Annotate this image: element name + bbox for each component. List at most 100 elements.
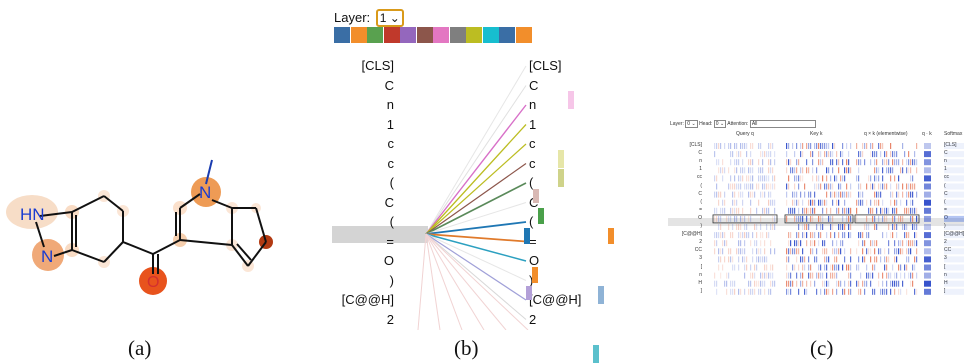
c-left-token[interactable]: n: [699, 158, 702, 165]
left-token[interactable]: (: [389, 214, 394, 229]
c-right-token[interactable]: ]: [944, 288, 945, 294]
vector-cell: [892, 191, 894, 198]
left-token[interactable]: 1: [386, 116, 394, 132]
head-swatch[interactable]: [416, 27, 433, 43]
head-swatch[interactable]: [334, 27, 350, 43]
right-token[interactable]: O: [529, 253, 540, 268]
left-token[interactable]: 2: [386, 311, 394, 327]
vector-cell: [888, 224, 890, 230]
left-token[interactable]: ): [389, 272, 394, 288]
left-token[interactable]: c: [387, 155, 395, 171]
head-swatch[interactable]: [433, 27, 449, 43]
c-right-token[interactable]: n: [944, 272, 947, 278]
vector-cell: [828, 183, 830, 190]
c-left-token[interactable]: C: [698, 150, 702, 157]
c-left-token[interactable]: 1: [699, 166, 702, 173]
head-swatch[interactable]: [515, 27, 532, 43]
c-left-token[interactable]: 3: [699, 255, 702, 262]
c-left-token[interactable]: (: [700, 182, 702, 189]
c-right-token[interactable]: H: [944, 280, 948, 286]
left-token[interactable]: O: [383, 253, 394, 268]
vector-cell: [832, 272, 834, 279]
c-right-token[interactable]: (: [944, 183, 946, 189]
c-left-token[interactable]: ): [700, 223, 702, 229]
c-right-token[interactable]: 2: [944, 239, 947, 245]
c-left-token[interactable]: (: [700, 198, 702, 205]
c-right-token[interactable]: =: [944, 207, 947, 213]
left-token[interactable]: n: [386, 97, 394, 112]
vector-cell: [826, 272, 828, 279]
left-token[interactable]: =: [386, 233, 394, 249]
head-swatch[interactable]: [482, 27, 499, 43]
right-token[interactable]: 2: [529, 311, 537, 327]
left-token[interactable]: [CLS]: [361, 58, 394, 73]
right-token[interactable]: 1: [529, 116, 537, 132]
vector-cell: [804, 256, 806, 263]
head-swatch[interactable]: [466, 27, 482, 43]
vector-cell: [796, 199, 798, 206]
c-right-token[interactable]: C: [944, 191, 948, 197]
c-left-token[interactable]: =: [699, 206, 702, 213]
c-left-token[interactable]: O: [698, 214, 702, 221]
c-right-token[interactable]: 3: [944, 255, 947, 261]
right-token[interactable]: ): [529, 273, 533, 288]
vector-cell: [892, 215, 894, 222]
c-left-token[interactable]: H: [698, 279, 702, 286]
c-left-token[interactable]: [C@@H]: [681, 231, 702, 238]
c-layer-select[interactable]: 0 ⌄: [685, 120, 698, 128]
right-token[interactable]: (: [529, 214, 534, 229]
c-left-token[interactable]: C: [698, 190, 702, 197]
right-token[interactable]: c: [529, 136, 536, 151]
right-token[interactable]: =: [529, 233, 537, 249]
left-token[interactable]: C: [384, 194, 394, 210]
c-left-token[interactable]: ]: [700, 287, 702, 294]
c-right-token[interactable]: CC: [944, 247, 951, 253]
head-swatch[interactable]: [367, 27, 383, 43]
left-token[interactable]: (: [389, 175, 394, 190]
c-right-token[interactable]: C: [944, 150, 948, 156]
head-swatch[interactable]: [383, 27, 400, 43]
right-token[interactable]: C: [529, 77, 539, 93]
c-left-token[interactable]: n: [699, 271, 702, 278]
vector-cell: [832, 199, 834, 206]
c-right-token[interactable]: (: [944, 199, 946, 205]
c-head-select[interactable]: 0 ⌄: [713, 120, 727, 128]
left-token[interactable]: C: [384, 77, 394, 93]
c-attention-select[interactable]: All: [749, 120, 816, 128]
left-token[interactable]: c: [387, 136, 395, 151]
head-swatch[interactable]: [449, 27, 466, 43]
c-right-token[interactable]: cc: [944, 174, 949, 180]
c-left-token[interactable]: cc: [697, 174, 702, 181]
c-right-token[interactable]: ): [944, 223, 946, 229]
c-left-token[interactable]: CC: [694, 247, 702, 254]
softmax-cell: [944, 143, 964, 149]
vector-cell: [792, 199, 794, 206]
head-swatch[interactable]: [400, 27, 416, 43]
vector-cell: [758, 288, 760, 295]
vector-cell: [890, 191, 892, 198]
layer-select[interactable]: 1 ⌄: [375, 9, 404, 27]
vector-cell: [762, 175, 764, 182]
c-right-token[interactable]: 1: [944, 166, 947, 172]
vector-cell: [914, 232, 916, 239]
vector-cell: [864, 143, 866, 149]
c-left-token[interactable]: 2: [699, 239, 702, 246]
c-right-token[interactable]: [C@@H]: [944, 231, 964, 237]
right-token[interactable]: (: [529, 175, 534, 190]
right-token[interactable]: c: [529, 155, 536, 171]
right-token[interactable]: [C@@H]: [529, 292, 582, 307]
right-token[interactable]: n: [529, 97, 537, 112]
vector-cell: [752, 167, 754, 174]
head-swatch[interactable]: [350, 27, 367, 43]
head-swatch[interactable]: [499, 27, 515, 43]
c-left-token[interactable]: [: [700, 263, 702, 270]
left-token[interactable]: [C@@H]: [341, 292, 394, 307]
vector-cell: [804, 183, 806, 190]
c-right-token[interactable]: [: [944, 264, 945, 270]
c-right-token[interactable]: [CLS]: [944, 142, 957, 148]
right-token[interactable]: [CLS]: [529, 58, 562, 73]
c-left-token[interactable]: [CLS]: [689, 142, 702, 148]
vector-cell: [908, 159, 910, 166]
c-right-token[interactable]: n: [944, 158, 947, 164]
c-right-token[interactable]: O: [944, 215, 948, 221]
